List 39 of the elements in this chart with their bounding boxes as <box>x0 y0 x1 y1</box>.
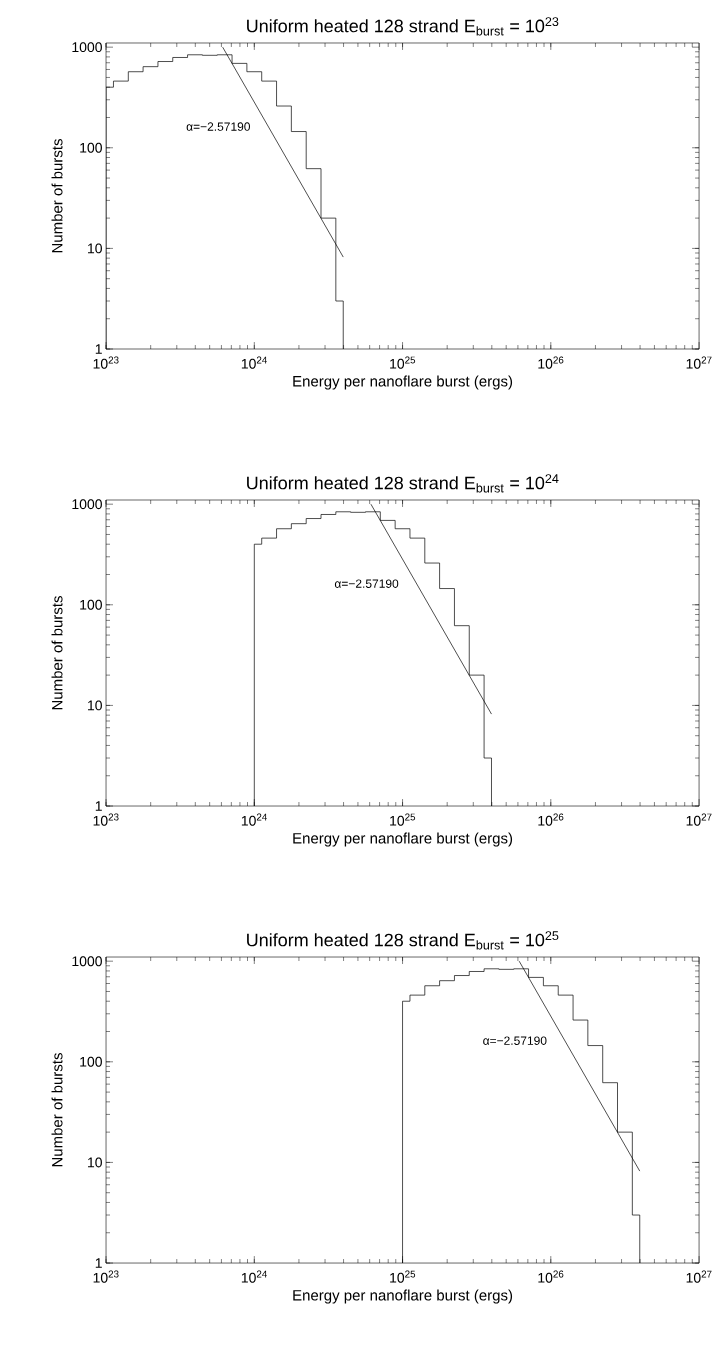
y-axis-title: Number of bursts <box>51 139 63 253</box>
y-tick-label: 1000 <box>72 956 102 967</box>
x-tick-label: 10$^{27}$ <box>686 356 712 369</box>
x-tick-label: 10$^{24}$ <box>241 1270 267 1283</box>
x-tick-label: 10$^{26}$ <box>538 813 564 826</box>
y-tick-label: 1 <box>95 801 102 811</box>
y-tick-label: 1 <box>95 1258 102 1268</box>
x-tick-label: 10$^{27}$ <box>686 813 712 826</box>
y-tick-label: 100 <box>80 142 102 153</box>
x-tick-label: 10$^{26}$ <box>538 356 564 369</box>
chart-title: Uniform heated 128 strand E$_{burst}$ = 10$^{25}$ <box>247 931 559 950</box>
x-tick-label: 10$^{25}$ <box>390 1270 416 1283</box>
x-tick-label: 10$^{23}$ <box>93 813 119 826</box>
y-tick-label: 10 <box>88 243 102 254</box>
annotation: α=−2.57190 <box>483 1036 547 1045</box>
x-tick-label: 10$^{24}$ <box>241 813 267 826</box>
y-tick-label: 1 <box>95 344 102 354</box>
y-tick-label: 1000 <box>72 42 102 53</box>
y-tick-label: 10 <box>88 700 102 711</box>
x-axis-title: Energy per nanoflare burst (ergs) <box>293 832 513 847</box>
y-axis-title: Number of bursts <box>51 1053 63 1167</box>
x-tick-label: 10$^{23}$ <box>93 356 119 369</box>
chart-title: Uniform heated 128 strand E$_{burst}$ = 10$^{23}$ <box>247 17 559 36</box>
x-axis-title: Energy per nanoflare burst (ergs) <box>293 375 513 390</box>
x-tick-label: 10$^{27}$ <box>686 1270 712 1283</box>
x-tick-label: 10$^{25}$ <box>390 356 416 369</box>
chart-title: Uniform heated 128 strand E$_{burst}$ = 10$^{24}$ <box>247 474 559 493</box>
annotation: α=−2.57190 <box>186 122 250 131</box>
y-axis-title: Number of bursts <box>51 596 63 710</box>
x-tick-label: 10$^{26}$ <box>538 1270 564 1283</box>
y-tick-label: 100 <box>80 599 102 610</box>
x-tick-label: 10$^{23}$ <box>93 1270 119 1283</box>
y-tick-label: 10 <box>88 1157 102 1168</box>
x-tick-label: 10$^{24}$ <box>241 356 267 369</box>
x-axis-title: Energy per nanoflare burst (ergs) <box>293 1289 513 1304</box>
x-tick-label: 10$^{25}$ <box>390 813 416 826</box>
annotation: α=−2.57190 <box>334 579 399 588</box>
y-tick-label: 100 <box>80 1056 102 1067</box>
y-tick-label: 1000 <box>72 499 102 510</box>
